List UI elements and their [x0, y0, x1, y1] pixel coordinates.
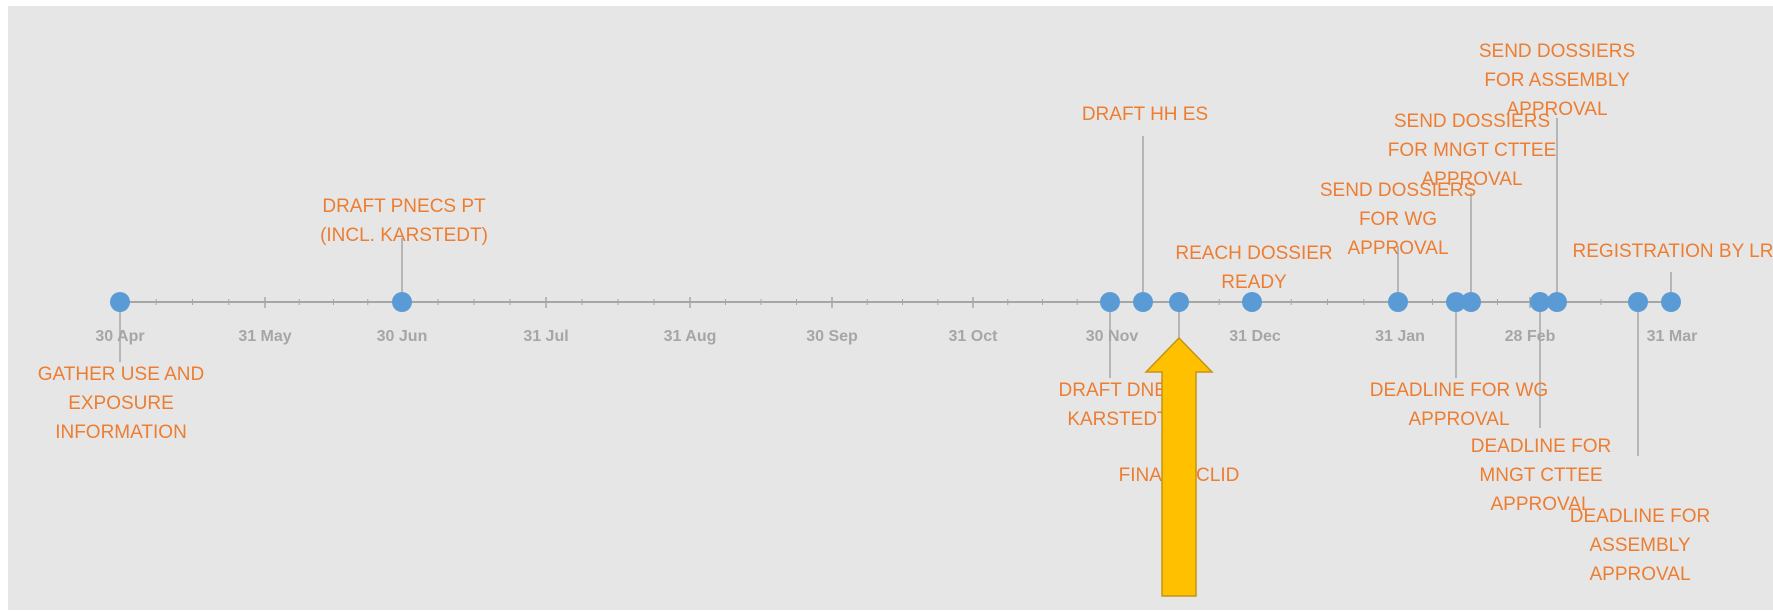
- axis-tick-label: 31 Dec: [1229, 328, 1281, 345]
- milestone-marker-draft-hh-es: [1133, 292, 1153, 312]
- axis-tick-label: 31 Jul: [523, 328, 568, 345]
- milestone-label-send-dossiers-assembly: SEND DOSSIERS: [1479, 41, 1635, 62]
- milestone-label-send-dossiers-wg: FOR WG: [1359, 209, 1437, 230]
- milestone-label-deadline-mngt: MNGT CTTEE: [1479, 465, 1602, 486]
- axis-tick-label: 31 Mar: [1647, 328, 1698, 345]
- milestone-marker-reach-dossier-ready: [1242, 292, 1262, 312]
- milestone-marker-send-dossiers-wg: [1388, 292, 1408, 312]
- milestone-label-deadline-assembly: DEADLINE FOR: [1570, 506, 1710, 527]
- milestone-label-gather-use-exposure: GATHER USE AND: [38, 364, 204, 385]
- milestone-label-gather-use-exposure: EXPOSURE: [68, 393, 174, 414]
- milestone-label-deadline-wg: DEADLINE FOR WG: [1370, 380, 1548, 401]
- milestone-marker-draft-dnel-karstedt: [1100, 292, 1120, 312]
- milestone-label-draft-pnecs-pt: DRAFT PNECS PT: [322, 196, 486, 217]
- milestone-label-registration-by-lr: REGISTRATION BY LR: [1573, 241, 1773, 262]
- axis-tick-label: 31 Aug: [664, 328, 717, 345]
- axis-tick-label: 30 Sep: [806, 328, 858, 345]
- milestone-marker-registration-by-lr: [1661, 292, 1681, 312]
- milestone-label-reach-dossier-ready: READY: [1221, 272, 1287, 293]
- milestone-marker-final-iuclid: [1169, 292, 1189, 312]
- milestone-marker-send-dossiers-assembly: [1547, 292, 1567, 312]
- milestone-label-draft-pnecs-pt: (INCL. KARSTEDT): [320, 225, 488, 246]
- milestone-label-send-dossiers-mngt: FOR MNGT CTTEE: [1388, 140, 1557, 161]
- milestone-label-deadline-assembly: ASSEMBLY: [1589, 535, 1690, 556]
- milestone-marker-send-dossiers-mngt: [1461, 292, 1481, 312]
- timeline-background: [8, 6, 1773, 610]
- milestone-label-draft-dnel-karstedt: KARSTEDT: [1067, 409, 1169, 430]
- up-arrow-icon: [1144, 336, 1214, 597]
- milestone-label-send-dossiers-mngt: SEND DOSSIERS: [1394, 111, 1550, 132]
- milestone-label-send-dossiers-mngt: APPROVAL: [1421, 169, 1522, 190]
- axis-tick-label: 31 Jan: [1375, 328, 1425, 345]
- milestone-label-deadline-mngt: DEADLINE FOR: [1471, 436, 1611, 457]
- milestone-marker-deadline-assembly: [1628, 292, 1648, 312]
- axis-tick-label: 28 Feb: [1505, 328, 1556, 345]
- axis-tick-label: 30 Nov: [1086, 328, 1139, 345]
- milestone-label-send-dossiers-assembly: FOR ASSEMBLY: [1484, 70, 1630, 91]
- milestone-label-deadline-assembly: APPROVAL: [1589, 564, 1690, 585]
- axis-tick-label: 31 May: [238, 328, 291, 345]
- milestone-marker-gather-use-exposure: [110, 292, 130, 312]
- milestone-label-deadline-mngt: APPROVAL: [1490, 494, 1591, 515]
- milestone-label-send-dossiers-wg: APPROVAL: [1347, 238, 1448, 259]
- milestone-marker-deadline-wg: [1446, 292, 1466, 312]
- milestone-label-draft-dnel-karstedt: DRAFT DNEL: [1059, 380, 1178, 401]
- axis-tick-label: 30 Jun: [377, 328, 428, 345]
- milestone-label-send-dossiers-assembly: APPROVAL: [1506, 99, 1607, 120]
- milestone-label-gather-use-exposure: INFORMATION: [55, 422, 187, 443]
- milestone-label-reach-dossier-ready: REACH DOSSIER: [1175, 243, 1332, 264]
- axis-tick-label: 31 Oct: [949, 328, 999, 345]
- milestone-label-draft-hh-es: DRAFT HH ES: [1082, 104, 1208, 125]
- milestone-label-send-dossiers-wg: SEND DOSSIERS: [1320, 180, 1476, 201]
- milestone-marker-deadline-mngt: [1530, 292, 1550, 312]
- milestone-label-deadline-wg: APPROVAL: [1408, 409, 1509, 430]
- milestone-marker-draft-pnecs-pt: [392, 292, 412, 312]
